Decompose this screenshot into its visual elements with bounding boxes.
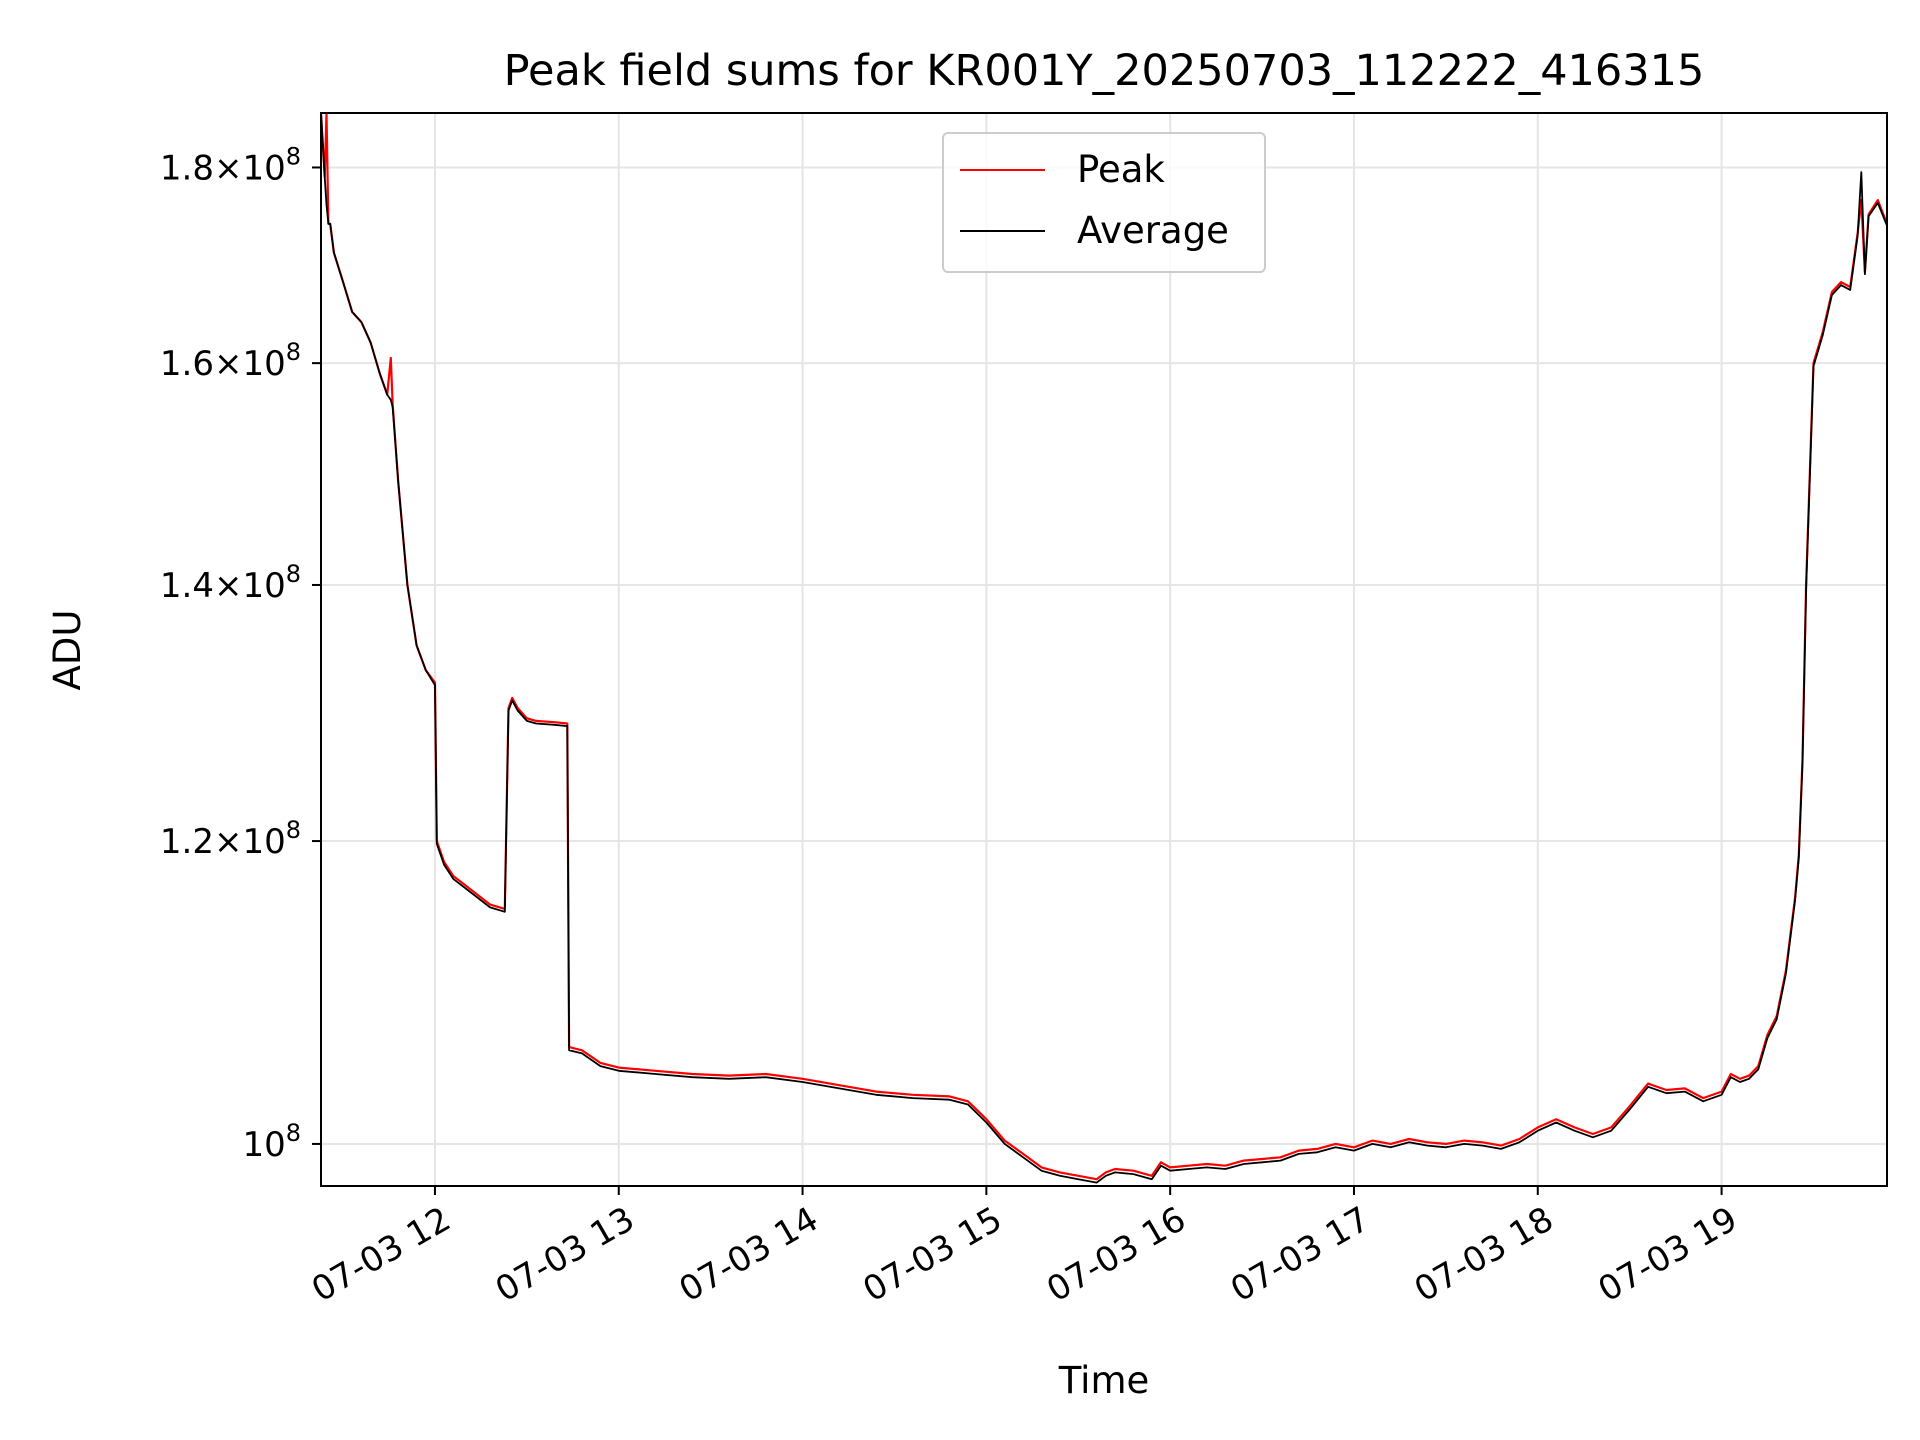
y-tick-label: 1.4×108 (160, 560, 301, 606)
axes-frame (320, 112, 1888, 1187)
y-tick-label: 1.2×108 (160, 816, 301, 862)
y-axis-label: ADU (46, 610, 89, 691)
x-axis-label: Time (1058, 1359, 1150, 1402)
plot-area (319, 111, 1889, 1184)
gridlines (321, 113, 1887, 1186)
series-line-average (320, 112, 1888, 1184)
chart-title: Peak field sums for KR001Y_20250703_1122… (504, 46, 1705, 96)
y-tick-label: 108 (242, 1119, 301, 1165)
legend-box (942, 132, 1266, 273)
legend-label-average: Average (1077, 209, 1229, 252)
y-tick-label: 1.6×108 (160, 338, 301, 384)
legend: Peak Average (942, 132, 1266, 273)
y-tick-label: 1.8×108 (160, 142, 301, 188)
legend-label-peak: Peak (1077, 148, 1165, 191)
y-axis: 108 1.2×108 1.4×108 1.6×108 1.8×108 (160, 142, 321, 1165)
